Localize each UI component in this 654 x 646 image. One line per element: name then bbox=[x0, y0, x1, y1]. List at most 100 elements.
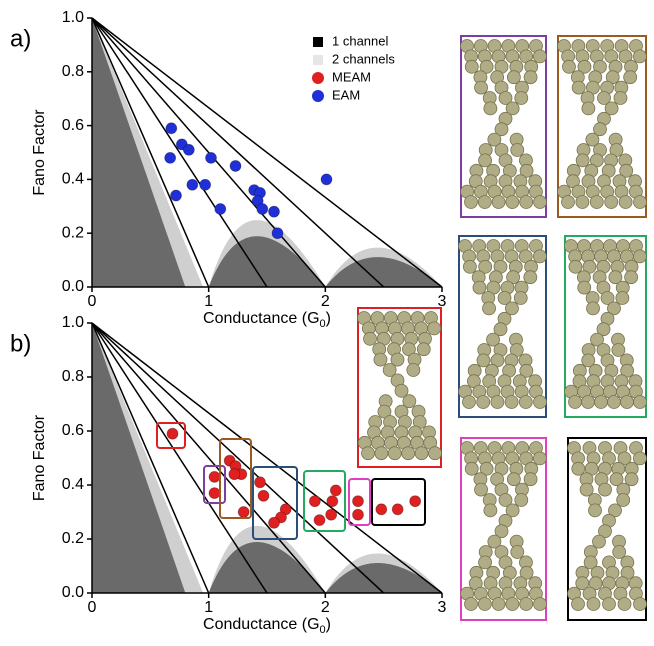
atom-cluster bbox=[459, 240, 547, 409]
atom bbox=[562, 196, 575, 209]
atom-cluster bbox=[565, 240, 647, 409]
atom bbox=[619, 196, 632, 209]
atom bbox=[624, 71, 637, 84]
x-tick-label: 2 bbox=[321, 293, 330, 310]
atom bbox=[491, 396, 504, 409]
x-axis-label-part: Conductance (G bbox=[203, 616, 320, 633]
x-tick-label: 1 bbox=[204, 599, 213, 616]
atom bbox=[621, 396, 634, 409]
atom bbox=[633, 250, 646, 263]
atom-cluster bbox=[461, 40, 547, 209]
atom bbox=[534, 396, 547, 409]
atom bbox=[634, 396, 647, 409]
legend-label: 1 channel bbox=[332, 33, 388, 48]
atom bbox=[576, 196, 589, 209]
y-tick-label: 0.8 bbox=[62, 368, 84, 385]
atom bbox=[524, 473, 537, 486]
atom bbox=[506, 598, 519, 611]
atom bbox=[428, 322, 441, 335]
atom bbox=[603, 598, 616, 611]
atom bbox=[505, 396, 518, 409]
atom bbox=[572, 81, 585, 94]
atom bbox=[520, 196, 533, 209]
data-point bbox=[215, 203, 226, 214]
x-axis-label: Conductance (G0) bbox=[203, 616, 331, 636]
x-tick-label: 1 bbox=[204, 293, 213, 310]
atom bbox=[374, 353, 387, 366]
data-point bbox=[166, 123, 177, 134]
atom bbox=[477, 396, 490, 409]
atom bbox=[465, 598, 478, 611]
data-point bbox=[200, 179, 211, 190]
y-tick-label: 0.6 bbox=[62, 422, 84, 439]
data-point bbox=[209, 488, 220, 499]
atom bbox=[587, 598, 600, 611]
data-point bbox=[206, 152, 217, 163]
atom bbox=[524, 71, 537, 84]
atom bbox=[483, 302, 496, 315]
atom bbox=[589, 504, 602, 517]
atom bbox=[515, 494, 528, 507]
x-tick-label: 3 bbox=[438, 293, 447, 310]
atom bbox=[477, 354, 490, 367]
x-tick-label: 0 bbox=[88, 599, 97, 616]
legend-swatch bbox=[312, 72, 324, 84]
data-point bbox=[392, 504, 403, 515]
atom bbox=[515, 92, 528, 105]
atom bbox=[407, 364, 420, 377]
data-point bbox=[314, 515, 325, 526]
data-point bbox=[238, 507, 249, 518]
atom bbox=[388, 447, 401, 460]
data-point bbox=[183, 144, 194, 155]
atom bbox=[625, 271, 638, 284]
data-point bbox=[327, 496, 338, 507]
atom bbox=[475, 81, 488, 94]
y-tick-label: 1.0 bbox=[62, 314, 84, 331]
data-point bbox=[269, 517, 280, 528]
y-tick-label: 0.4 bbox=[62, 476, 84, 493]
atom bbox=[519, 396, 532, 409]
y-axis-label: Fano Factor bbox=[31, 109, 48, 196]
data-point bbox=[326, 509, 337, 520]
atom bbox=[473, 281, 486, 294]
legend-label: 2 channels bbox=[332, 51, 395, 66]
y-tick-label: 0.0 bbox=[62, 278, 84, 295]
data-point bbox=[165, 152, 176, 163]
atom bbox=[599, 483, 612, 496]
data-point bbox=[330, 485, 341, 496]
figure: 0.00.20.40.60.81.00123a)Fano FactorCondu… bbox=[0, 0, 654, 641]
atom bbox=[364, 332, 377, 345]
panel-label: a) bbox=[10, 25, 31, 52]
y-tick-label: 0.4 bbox=[62, 171, 84, 188]
atom bbox=[533, 250, 546, 263]
x-axis-label-part: Conductance (G bbox=[203, 310, 320, 327]
atom bbox=[534, 196, 547, 209]
atom bbox=[587, 302, 600, 315]
y-tick-label: 0.2 bbox=[62, 224, 84, 241]
y-axis-label: Fano Factor bbox=[31, 414, 48, 501]
x-tick-label: 0 bbox=[88, 293, 97, 310]
data-point bbox=[353, 509, 364, 520]
x-tick-label: 2 bbox=[321, 599, 330, 616]
background-layer bbox=[92, 18, 442, 593]
data-point bbox=[258, 490, 269, 501]
atom bbox=[634, 196, 647, 209]
atom bbox=[576, 154, 589, 167]
data-point bbox=[187, 179, 198, 190]
legend-swatch bbox=[312, 90, 324, 102]
legend-swatch bbox=[313, 37, 323, 47]
atom bbox=[524, 271, 537, 284]
data-point bbox=[167, 428, 178, 439]
atom bbox=[514, 292, 527, 305]
atom bbox=[484, 102, 497, 115]
atom bbox=[362, 447, 375, 460]
panel-label: b) bbox=[10, 330, 31, 357]
atom bbox=[578, 281, 591, 294]
atom bbox=[492, 196, 505, 209]
atom-cluster bbox=[461, 442, 547, 611]
atom bbox=[633, 50, 646, 63]
x-axis-label: Conductance (G0) bbox=[203, 310, 331, 330]
atom bbox=[465, 462, 478, 475]
x-axis-label-part: ) bbox=[326, 616, 331, 633]
atom bbox=[478, 196, 491, 209]
